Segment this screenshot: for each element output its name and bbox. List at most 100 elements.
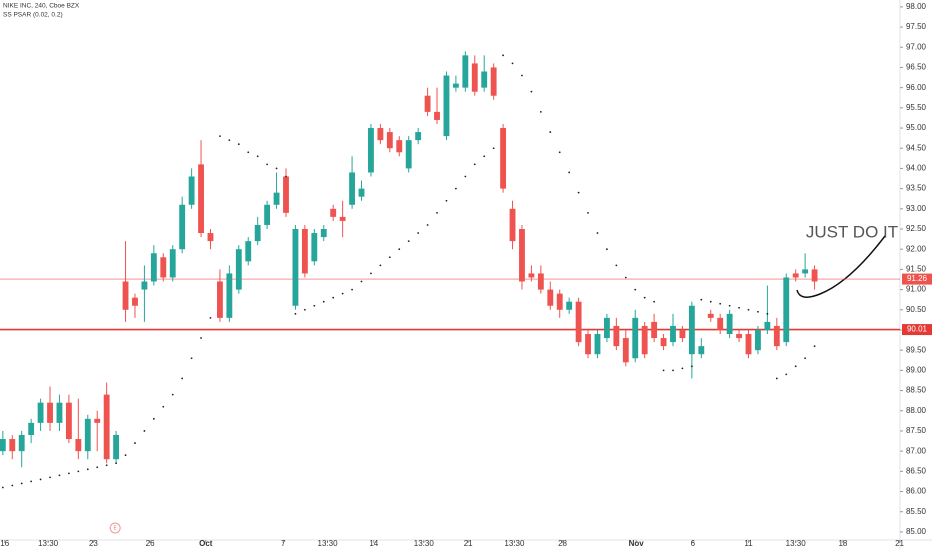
candle-body [452,83,459,88]
psar-dot [303,308,306,311]
candle-body [245,241,252,262]
psar-dot [502,54,504,57]
psar-dot [96,466,99,469]
candle-body [56,402,63,423]
psar-dot [804,357,807,360]
y-tick-label: 89.00 [906,365,927,374]
psar-dot [162,405,165,408]
y-tick-label: 94.00 [906,164,927,173]
psar-dot [738,306,740,309]
psar-dot [719,302,722,305]
psar-dot [332,296,335,299]
candle-body [94,418,101,423]
psar-dot [681,367,684,370]
y-tick-label: 86.00 [906,487,927,496]
psar-dot [568,171,571,174]
candle-body [292,229,299,306]
candle-body [47,402,53,423]
psar-dot [285,175,287,178]
x-tick-label: 13:30 [38,539,59,548]
candle-body [349,172,355,205]
psar-dot [86,468,89,471]
y-tick-label: 96.00 [906,83,927,92]
candle-body [405,140,412,169]
psar-dot [521,74,523,77]
y-tick-label: 91.00 [906,285,927,294]
psar-dot [653,300,656,303]
candle-body [509,208,516,242]
candle-body [65,402,72,440]
psar-dot [39,478,42,481]
x-tick-label: 13:30 [414,539,435,548]
candle-body [18,434,25,452]
y-tick-label: 88.00 [906,406,927,415]
y-tick-label: 90.50 [906,305,927,314]
psar-dot [398,248,401,251]
psar-dot [511,62,514,65]
psar-dot [483,155,486,158]
psar-dot [426,224,429,226]
annotation: JUST DO IT [806,222,898,241]
x-tick-label: 7 [281,539,286,548]
price-label: 90.01 [907,325,928,334]
x-tick-label: 26 [146,539,155,548]
psar-dot [813,345,816,348]
psar-dot [766,312,769,315]
candle-body [75,439,82,452]
y-tick-label: 95.00 [906,123,927,132]
y-tick-label: 87.50 [906,426,927,435]
candle-body [103,394,110,460]
candle-body [537,273,544,290]
candle-body [764,321,771,330]
y-tick-label: 92.50 [906,224,927,233]
candle-body [358,188,365,197]
psar-dot [445,199,448,202]
candle-body [802,269,809,274]
x-tick-label: Oct [199,539,213,548]
candle-body [679,329,686,339]
candle-body [594,334,601,355]
candle-body [28,422,35,435]
candle-body [528,273,535,278]
psar-dot [256,155,259,158]
psar-dot [634,288,637,291]
psar-dot [1,486,4,489]
y-tick-label: 87.00 [906,446,927,455]
psar-dot [464,175,467,178]
psar-dot [68,472,70,475]
psar-dot [360,280,363,283]
candle-body [169,249,176,278]
x-tick-label: 28 [558,539,567,548]
candle-body [207,233,214,242]
y-tick-label: 86.50 [906,466,927,475]
candle-body [9,439,16,452]
event-label: E [113,525,117,531]
psar-dot [662,369,665,372]
candle-body [132,297,138,306]
psar-dot [388,256,391,259]
candle-body [301,229,308,274]
x-tick-label: 21 [464,539,473,548]
candle-body [471,63,478,92]
psar-dot [341,292,344,295]
x-tick-label: 13:30 [318,539,339,548]
x-tick-label: 11 [744,539,753,548]
psar-dot [596,232,599,234]
candle-body [283,176,289,213]
y-tick-label: 93.50 [906,184,927,193]
candle-body [585,334,591,355]
candle-body [490,67,497,96]
psar-dot [587,211,589,214]
candle-body [113,434,120,460]
price-label-box [902,273,932,285]
y-tick-label: 89.50 [906,345,927,354]
psar-dot [672,369,674,372]
candle-body [264,204,271,225]
y-tick-label: 85.00 [906,527,927,536]
candle-body [424,95,431,112]
psar-dot [492,147,495,150]
psar-dot [200,337,202,339]
psar-dot [58,474,61,477]
candle-body [84,418,91,452]
